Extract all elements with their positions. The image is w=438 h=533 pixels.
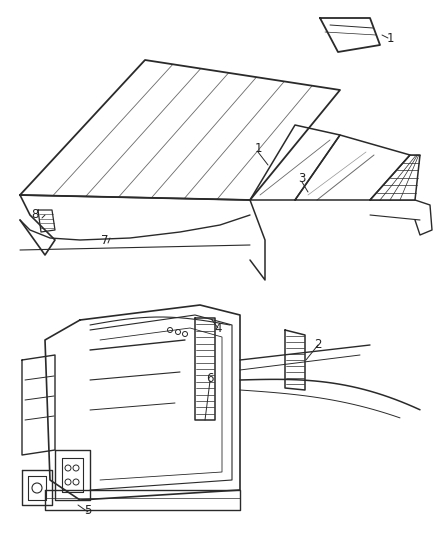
Text: 7: 7 [101, 233, 109, 246]
Text: 1: 1 [386, 31, 394, 44]
Text: 4: 4 [214, 321, 222, 335]
Text: 5: 5 [84, 504, 92, 516]
Text: 1: 1 [254, 141, 262, 155]
Text: 3: 3 [298, 172, 306, 184]
Text: 6: 6 [206, 372, 214, 384]
Text: 8: 8 [31, 208, 39, 222]
Text: 2: 2 [314, 338, 322, 351]
